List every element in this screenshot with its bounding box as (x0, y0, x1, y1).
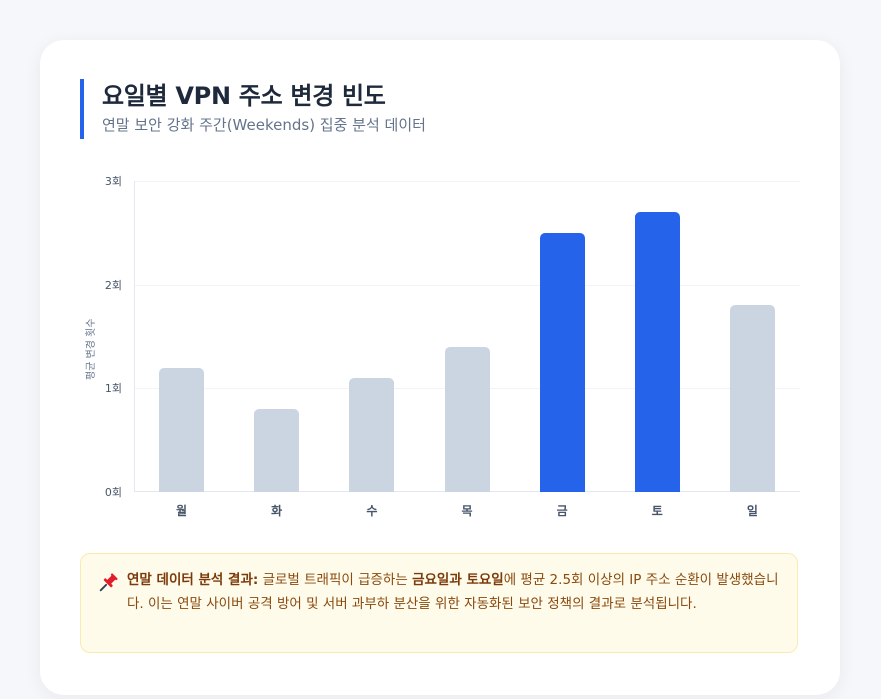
x-tick-label: 금 (556, 504, 568, 518)
gridline (134, 181, 800, 182)
bar-1[interactable] (254, 409, 300, 492)
x-tick-label: 토 (651, 504, 663, 518)
gridline (134, 284, 800, 286)
note-text: 연말 데이터 분석 결과: 글로벌 트래픽이 급증하는 금요일과 토요일에 평균… (127, 568, 779, 616)
chart-header: 요일별 VPN 주소 변경 빈도 연말 보안 강화 주간(Weekends) 집… (80, 79, 426, 139)
note-highlight: 금요일과 토요일 (412, 572, 504, 588)
x-tick-label: 화 (271, 504, 283, 518)
note-text-part: 에 평균 2.5회 이상의 IP 주소 순환이 발생했습니다. 이는 연말 사이… (127, 572, 779, 612)
x-tick-label: 월 (176, 504, 188, 518)
y-tick-label: 3회 (104, 175, 122, 188)
bar-5[interactable] (634, 212, 680, 492)
pushpin-icon (99, 573, 118, 592)
bar-6[interactable] (729, 305, 775, 492)
x-tick-label: 수 (366, 504, 378, 518)
x-tick-label: 일 (746, 504, 758, 518)
x-tick-label: 목 (461, 504, 473, 518)
y-axis-line (134, 181, 135, 492)
page-subtitle: 연말 보안 강화 주간(Weekends) 집중 분석 데이터 (102, 116, 426, 134)
bar-3[interactable] (444, 346, 490, 492)
y-tick-label: 0회 (104, 486, 122, 499)
y-axis-label: 평균 변경 횟수 (86, 318, 97, 380)
note-text-part: 글로벌 트래픽이 급증하는 (258, 572, 413, 588)
bar-4[interactable] (539, 232, 585, 492)
bar-0[interactable] (159, 367, 205, 492)
bar-2[interactable] (349, 377, 395, 492)
y-tick-label: 2회 (104, 278, 122, 292)
y-tick-label: 1회 (104, 382, 122, 396)
chart-card: 요일별 VPN 주소 변경 빈도 연말 보안 강화 주간(Weekends) 집… (40, 40, 840, 695)
analysis-note: 연말 데이터 분석 결과: 글로벌 트래픽이 급증하는 금요일과 토요일에 평균… (80, 553, 798, 653)
note-lead: 연말 데이터 분석 결과: (127, 572, 259, 588)
page-title: 요일별 VPN 주소 변경 빈도 (102, 82, 386, 110)
